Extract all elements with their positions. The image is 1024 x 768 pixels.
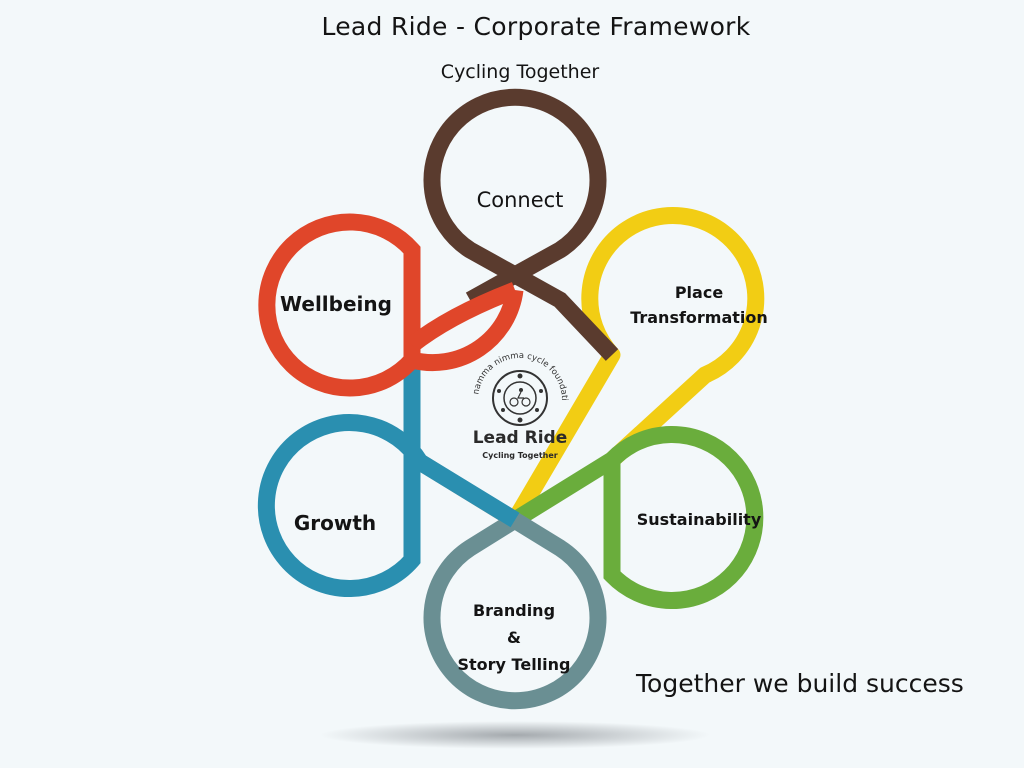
bicycle-wheel-left-icon: [509, 397, 519, 407]
bicycle-wheel-right-icon: [521, 397, 531, 407]
cyclist-head-icon: [519, 388, 523, 392]
growth-label: Growth: [293, 511, 377, 535]
wellbeing-loop: [258, 213, 524, 397]
footer-tagline: Together we build success: [636, 669, 964, 698]
growth-loop: [257, 360, 520, 598]
page-title: Lead Ride - Corporate Framework: [321, 12, 751, 41]
branding-label-line3: Story Telling: [457, 655, 571, 674]
logo-dot-icon: [517, 417, 523, 423]
wellbeing-loop-crossing: [406, 282, 519, 352]
branding-label-line1: Branding: [472, 601, 556, 620]
logo-name: Lead Ride: [472, 428, 568, 448]
place-label-line1: Place: [674, 283, 724, 302]
branding-label: Branding & Story Telling: [444, 597, 584, 678]
branding-loop: [415, 454, 607, 710]
page-subtitle: Cycling Together: [440, 61, 600, 83]
sustainability-loop: [510, 426, 764, 609]
sustainability-label: Sustainability: [636, 510, 762, 529]
place-label-line2: Transformation: [630, 308, 768, 327]
connect-loop: [423, 88, 619, 361]
logo-dot-icon: [539, 389, 543, 393]
connect-label: Connect: [476, 188, 564, 212]
place-transformation-loop: [507, 207, 765, 525]
place-transformation-label: Place Transformation: [624, 280, 774, 330]
logo-ring: [492, 370, 548, 426]
logo-dot-icon: [535, 408, 539, 412]
ground-shadow: [320, 721, 710, 749]
branding-label-line2: &: [507, 628, 521, 647]
wellbeing-label: Wellbeing: [280, 292, 392, 316]
logo-dot-icon: [517, 373, 523, 379]
logo-tagline: Cycling Together: [482, 451, 558, 460]
logo-dot-icon: [497, 389, 501, 393]
logo-inner-ring: [503, 381, 537, 415]
cyclist-body-icon: [517, 391, 524, 399]
logo-dot-icon: [501, 408, 505, 412]
